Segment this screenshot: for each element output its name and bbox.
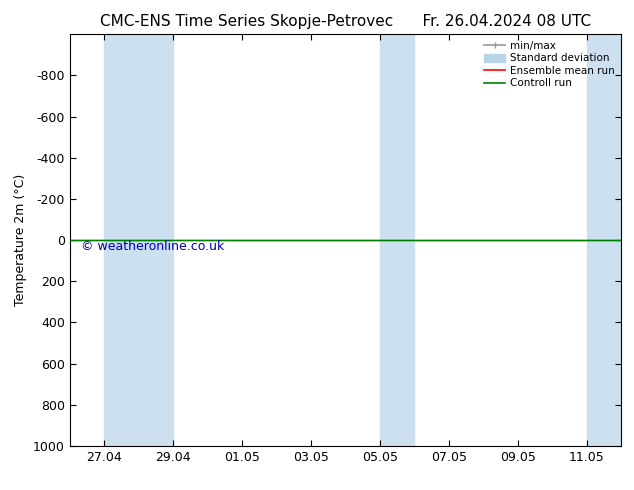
Legend: min/max, Standard deviation, Ensemble mean run, Controll run: min/max, Standard deviation, Ensemble me… [481, 37, 618, 92]
Bar [587, 34, 621, 446]
Title: CMC-ENS Time Series Skopje-Petrovec      Fr. 26.04.2024 08 UTC: CMC-ENS Time Series Skopje-Petrovec Fr. … [100, 14, 591, 29]
Bar [104, 34, 173, 446]
Y-axis label: Temperature 2m (°C): Temperature 2m (°C) [15, 174, 27, 306]
Text: © weatheronline.co.uk: © weatheronline.co.uk [81, 240, 224, 253]
Bar [380, 34, 415, 446]
